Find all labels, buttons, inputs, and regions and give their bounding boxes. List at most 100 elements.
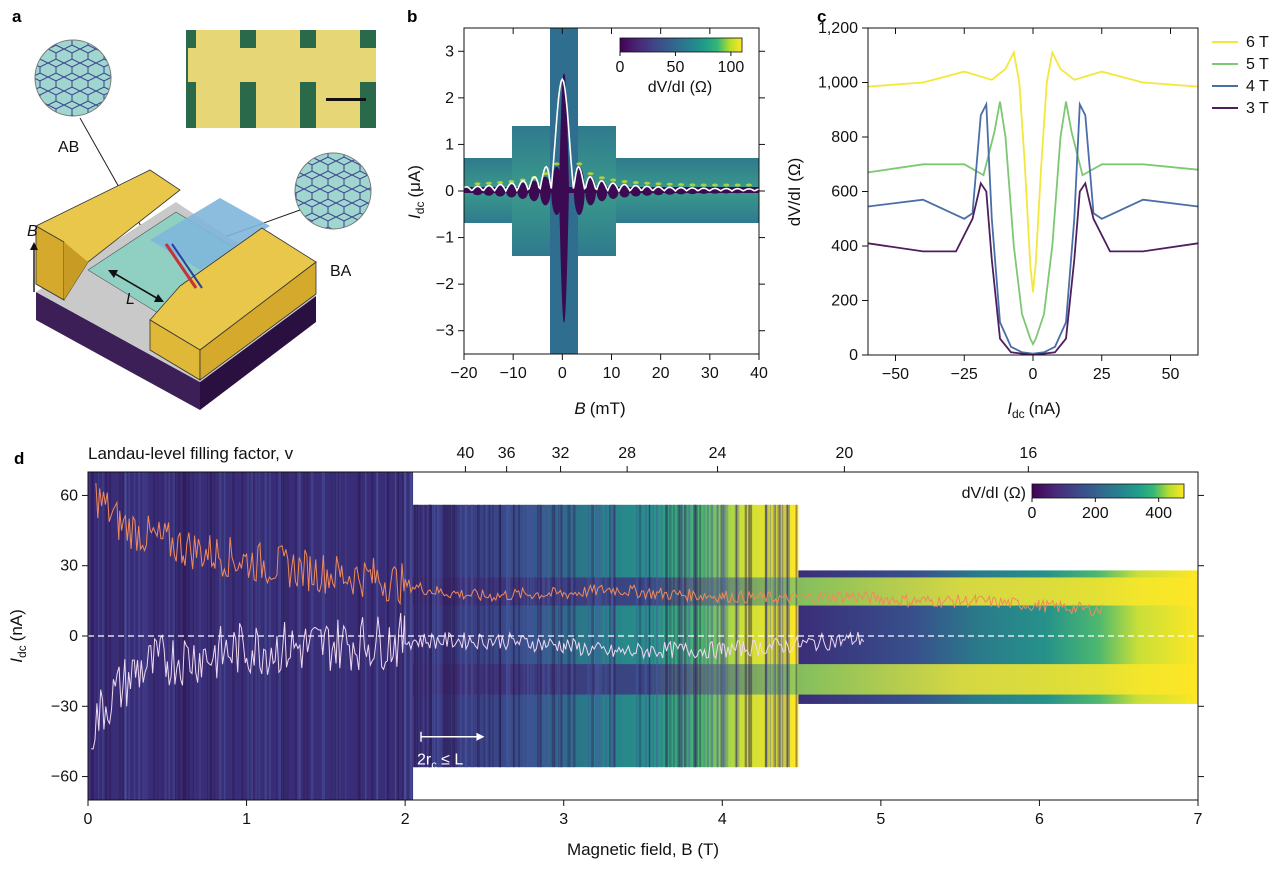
panel-d-y-axis: 60 30 0 −30 −60 [51, 487, 1204, 786]
panel-letter-a: a [12, 7, 22, 26]
ba-label: BA [330, 263, 352, 280]
panel-b-colorbar-label: dV/dI (Ω) [648, 79, 712, 96]
panel-b-x-axis: −20 −10 0 10 20 30 40 [450, 28, 768, 382]
d-colorbar-tick: 200 [1082, 505, 1109, 522]
d-top-tick-label: 24 [709, 445, 727, 462]
d-y-tick-label: 0 [69, 628, 78, 645]
d-y-tick-label: −60 [51, 769, 78, 786]
d-colorbar-tick: 400 [1145, 505, 1172, 522]
ab-stacking-lattice [34, 39, 112, 117]
c-x-tick-label: −25 [951, 366, 978, 383]
d-x-tick-label: 7 [1194, 811, 1203, 828]
c-series-line [868, 101, 1198, 347]
b-lobe [494, 185, 506, 197]
b-colorbar-tick: 50 [667, 59, 685, 76]
b-y-tick-label: 3 [445, 43, 454, 60]
b-lobe [506, 184, 517, 198]
c-y-tick-label: 0 [849, 347, 858, 364]
panel-b-x-label: B (mT) [574, 399, 625, 418]
panel-d-x-label: Magnetic field, B (T) [567, 840, 719, 859]
c-y-tick-label: 600 [831, 184, 858, 201]
length-label: L [126, 291, 135, 308]
panel-letter-c: c [817, 7, 826, 26]
b-x-tick-label: 0 [558, 365, 567, 382]
d-y-tick-label: −30 [51, 698, 78, 715]
ab-label: AB [58, 139, 79, 156]
b-x-tick-label: 10 [603, 365, 621, 382]
b-lobe [539, 176, 551, 206]
panel-a-schematic: a AB BA [12, 7, 376, 410]
b-colorbar-tick: 100 [718, 59, 745, 76]
b-x-tick-label: 40 [750, 365, 768, 382]
b-x-tick-label: −10 [500, 365, 527, 382]
c-y-tick-label: 800 [831, 129, 858, 146]
c-series-line [868, 49, 1198, 293]
panel-c-y-label: dV/dI (Ω) [785, 158, 804, 226]
b-x-tick-label: −20 [450, 365, 477, 382]
panel-c-series [868, 49, 1198, 355]
c-y-tick-label: 1,200 [818, 20, 858, 37]
panel-c-y-axis: 0 200 400 600 800 1,000 1,200 [818, 20, 868, 364]
panel-b-y-label: Idc(μA) [405, 165, 427, 219]
cyclotron-radius-annotation: 2rc ≤ L [417, 731, 485, 772]
panel-letter-b: b [407, 7, 417, 26]
b-lobe [472, 186, 483, 196]
ba-stacking-lattice [294, 152, 372, 230]
d-x-tick-label: 0 [84, 811, 93, 828]
d-y-tick-label: 60 [60, 487, 78, 504]
d-x-tick-label: 4 [718, 811, 727, 828]
legend-label: 6 T [1246, 34, 1269, 51]
c-x-tick-label: 50 [1162, 366, 1180, 383]
c-x-tick-label: 0 [1029, 366, 1038, 383]
b-lobe [551, 166, 563, 216]
panel-d-y-label: Idc(nA) [7, 609, 29, 663]
d-x-tick-label: 2 [401, 811, 410, 828]
panel-d-top-label: Landau-level filling factor, v [88, 444, 294, 463]
panel-b-colorbar: 0 50 100 dV/dI (Ω) [616, 37, 745, 96]
b-y-tick-label: 2 [445, 90, 454, 107]
fraunhofer-lobes [472, 162, 755, 216]
b-y-tick-label: −3 [436, 323, 454, 340]
b-colorbar-tick: 0 [616, 59, 625, 76]
field-direction-label: B [27, 223, 38, 240]
annotation-text: 2rc ≤ L [417, 752, 463, 772]
c-y-tick-label: 400 [831, 238, 858, 255]
panel-d-chart: d 0 1 2 3 4 5 6 7 60 30 0 −30 −60 40 36 32 28 24 20 16 La… [7, 444, 1204, 859]
sem-inset-image [186, 30, 376, 128]
d-top-tick-label: 20 [835, 445, 853, 462]
panel-c-x-axis: −50 −25 0 25 50 [882, 28, 1180, 383]
panel-c-legend: 6 T 5 T 4 T 3 T [1212, 34, 1269, 117]
b-lobe [528, 180, 540, 202]
negative-critical-current-trace [91, 612, 865, 750]
d-x-tick-label: 5 [876, 811, 885, 828]
legend-label: 4 T [1246, 78, 1269, 95]
panel-d-top-axis: 40 36 32 28 24 20 16 [457, 445, 1037, 472]
b-lobe [517, 183, 529, 199]
c-y-tick-label: 200 [831, 293, 858, 310]
b-y-tick-label: −1 [436, 230, 454, 247]
d-colorbar-tick: 0 [1028, 505, 1037, 522]
positive-critical-current-trace [95, 483, 1103, 617]
d-top-tick-label: 36 [498, 445, 516, 462]
panel-b-heatmap [464, 28, 759, 354]
panel-letter-d: d [14, 449, 24, 468]
critical-current-trace [464, 77, 759, 193]
c-series-line [868, 100, 1198, 355]
b-y-tick-label: −2 [436, 276, 454, 293]
d-y-tick-label: 30 [60, 558, 78, 575]
d-top-tick-label: 28 [618, 445, 636, 462]
d-x-tick-label: 6 [1035, 811, 1044, 828]
d-x-tick-label: 3 [559, 811, 568, 828]
b-lobe [483, 186, 495, 196]
c-x-tick-label: −50 [882, 366, 909, 383]
c-x-tick-label: 25 [1093, 366, 1111, 383]
scale-bar [326, 98, 366, 101]
legend-label: 5 T [1246, 56, 1269, 73]
panel-b-y-axis: 3 2 1 0 −1 −2 −3 [436, 43, 765, 340]
panel-c-chart: c −50 −25 0 25 50 0 200 400 600 800 1,000 1,200 Id… [785, 7, 1269, 421]
panel-c-x-label: Idc (nA) [1007, 399, 1061, 421]
b-lobe [596, 180, 608, 202]
d-x-tick-label: 1 [242, 811, 251, 828]
